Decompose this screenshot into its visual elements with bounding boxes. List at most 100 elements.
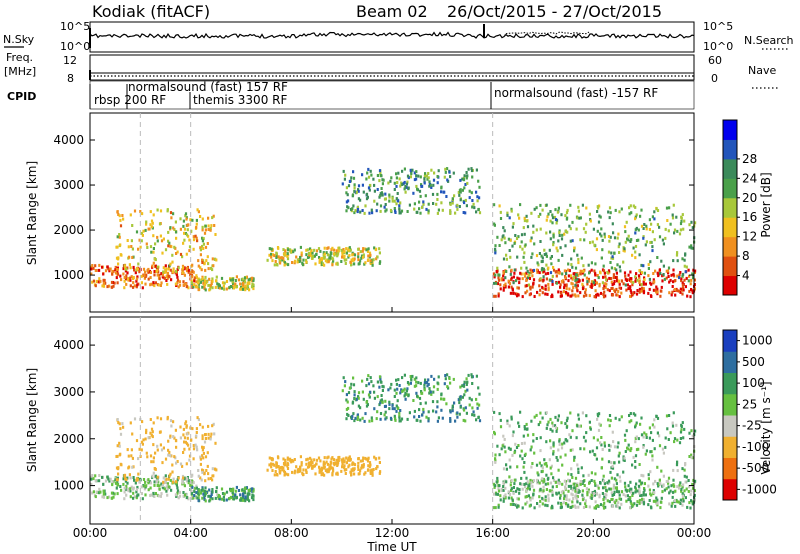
heatmap-cell [505, 253, 508, 257]
heatmap-cell [563, 497, 566, 501]
heatmap-cell [404, 397, 407, 401]
heatmap-cell [187, 268, 190, 272]
heatmap-cell [311, 466, 314, 470]
heatmap-cell [676, 438, 679, 442]
heatmap-cell [427, 419, 430, 423]
heatmap-cell [332, 461, 336, 465]
heatmap-cell [495, 480, 498, 484]
heatmap-cell [196, 448, 199, 452]
heatmap-cell [642, 287, 645, 291]
heatmap-cell [244, 495, 247, 499]
heatmap-cell [223, 281, 226, 285]
heatmap-cell [666, 479, 670, 483]
heatmap-cell [167, 267, 170, 271]
heatmap-cell [638, 276, 641, 280]
heatmap-cell [176, 280, 179, 284]
heatmap-cell [201, 225, 204, 229]
heatmap-cell [499, 418, 502, 422]
heatmap-cell [135, 477, 139, 481]
heatmap-cell [366, 377, 369, 381]
heatmap-cell [686, 294, 689, 298]
heatmap-cell [584, 288, 587, 292]
heatmap-cell [548, 489, 552, 493]
heatmap-cell [192, 444, 195, 447]
heatmap-cell [203, 284, 206, 288]
heatmap-cell [147, 227, 150, 231]
heatmap-cell [420, 184, 423, 188]
heatmap-cell [640, 271, 644, 275]
heatmap-cell [571, 289, 574, 293]
heatmap-cell [610, 461, 613, 465]
heatmap-cell [500, 278, 503, 282]
heatmap-cell [623, 459, 626, 462]
heatmap-cell [594, 271, 597, 275]
heatmap-cell [571, 476, 574, 479]
heatmap-cell [583, 273, 586, 277]
heatmap-cell [684, 462, 687, 465]
heatmap-cell [545, 411, 548, 415]
heatmap-cell [369, 463, 372, 467]
x-tick-label: 16:00 [475, 526, 510, 540]
heatmap-cell [570, 263, 573, 267]
heatmap-cell [209, 477, 212, 480]
heatmap-cell [209, 228, 212, 232]
heatmap-cell [203, 495, 206, 499]
heatmap-cell [207, 436, 210, 440]
heatmap-cell [149, 283, 152, 287]
heatmap-cell [223, 498, 226, 502]
heatmap-cell [620, 207, 623, 211]
heatmap-cell [691, 486, 695, 490]
heatmap-cell [653, 491, 656, 494]
heatmap-cell [549, 219, 552, 223]
heatmap-cell [176, 460, 179, 463]
heatmap-cell [178, 283, 182, 287]
heatmap-cell [351, 462, 354, 466]
heatmap-cell [350, 473, 353, 477]
heatmap-cell [149, 486, 152, 490]
heatmap-cell [122, 425, 125, 429]
heatmap-cell [357, 188, 360, 192]
power-y-axis-label: Slant Range [km] [25, 161, 39, 265]
heatmap-cell [153, 480, 156, 484]
heatmap-cell [648, 218, 651, 222]
heatmap-cell [544, 498, 547, 502]
heatmap-cell [143, 276, 146, 280]
heatmap-cell [446, 167, 449, 171]
heatmap-cell [682, 499, 685, 503]
heatmap-cell [201, 236, 204, 240]
heatmap-cell [211, 424, 214, 428]
heatmap-cell [332, 259, 335, 263]
heatmap-cell [327, 260, 330, 264]
heatmap-cell [368, 395, 371, 399]
heatmap-cell [183, 440, 186, 444]
heatmap-cell [610, 476, 613, 480]
heatmap-cell [569, 203, 572, 207]
heatmap-cell [212, 422, 215, 426]
heatmap-cell [129, 278, 132, 282]
heatmap-cell [492, 492, 496, 496]
heatmap-cell [443, 382, 446, 386]
heatmap-cell [348, 254, 351, 257]
heatmap-cell [241, 277, 244, 281]
heatmap-cell [299, 455, 302, 459]
heatmap-cell [603, 444, 606, 448]
heatmap-cell [393, 199, 396, 203]
heatmap-cell [456, 415, 459, 419]
heatmap-cell [169, 226, 172, 230]
heatmap-cell [576, 277, 579, 281]
heatmap-cell [350, 468, 353, 472]
heatmap-cell [682, 288, 685, 292]
heatmap-cell [618, 493, 621, 497]
heatmap-cell [680, 219, 683, 223]
heatmap-cell [613, 236, 617, 240]
heatmap-cell [119, 243, 122, 247]
heatmap-cell [691, 482, 694, 486]
heatmap-cell [395, 172, 398, 176]
heatmap-cell [368, 419, 371, 423]
heatmap-cell [691, 291, 694, 295]
heatmap-cell [432, 385, 436, 389]
heatmap-cell [201, 445, 204, 449]
heatmap-cell [187, 286, 190, 290]
heatmap-cell [114, 271, 118, 275]
heatmap-cell [283, 473, 286, 477]
